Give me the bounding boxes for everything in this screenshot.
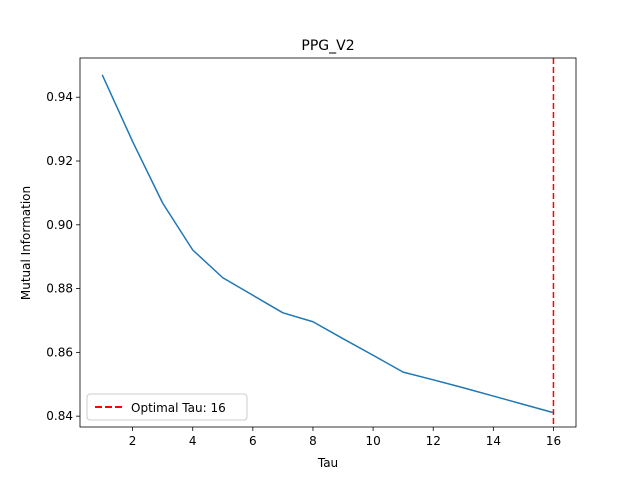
y-tick-label: 0.84 bbox=[46, 409, 73, 423]
y-tick-label: 0.94 bbox=[46, 90, 73, 104]
y-tick-label: 0.90 bbox=[46, 218, 73, 232]
x-tick-label: 6 bbox=[249, 434, 257, 448]
x-tick-label: 2 bbox=[129, 434, 137, 448]
legend-box bbox=[86, 393, 248, 421]
x-tick-label: 8 bbox=[309, 434, 317, 448]
y-tick-label: 0.92 bbox=[46, 154, 73, 168]
legend-label: Optimal Tau: 16 bbox=[131, 401, 226, 415]
x-tick-label: 4 bbox=[189, 434, 197, 448]
plot-area: 2 4 6 8 10 12 14 16 0.84 0.86 0.88 0.90 0.92 0.94 bbox=[46, 57, 577, 448]
plot-frame bbox=[79, 57, 577, 428]
series-line-0 bbox=[101, 74, 555, 414]
y-axis-label: Mutual Information bbox=[19, 186, 33, 300]
x-tick-label: 14 bbox=[486, 434, 501, 448]
y-tick-label: 0.86 bbox=[46, 345, 73, 359]
x-tick-label: 10 bbox=[365, 434, 380, 448]
x-tick-label: 16 bbox=[546, 434, 561, 448]
legend: Optimal Tau: 16 bbox=[86, 393, 248, 421]
x-tick-label: 12 bbox=[426, 434, 441, 448]
x-axis-label: Tau bbox=[317, 456, 338, 470]
y-tick-label: 0.88 bbox=[46, 282, 73, 296]
chart-title: PPG_V2 bbox=[301, 38, 354, 54]
